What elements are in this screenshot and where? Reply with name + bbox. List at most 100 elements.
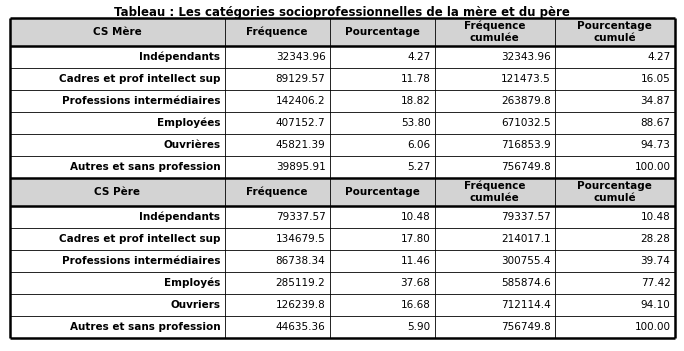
- Text: 44635.36: 44635.36: [276, 322, 326, 332]
- Text: Pourcentage: Pourcentage: [345, 27, 419, 37]
- Bar: [330, 316, 434, 338]
- Bar: [555, 134, 674, 156]
- Text: 10.48: 10.48: [641, 212, 670, 222]
- Text: Cadres et prof intellect sup: Cadres et prof intellect sup: [59, 234, 220, 244]
- Text: 716853.9: 716853.9: [501, 140, 551, 150]
- Bar: [10, 112, 224, 134]
- Bar: [10, 178, 224, 206]
- Text: Ouvriers: Ouvriers: [170, 300, 220, 310]
- Bar: [555, 90, 674, 112]
- Bar: [224, 206, 330, 228]
- Bar: [330, 68, 434, 90]
- Text: 142406.2: 142406.2: [276, 96, 326, 106]
- Text: 6.06: 6.06: [408, 140, 430, 150]
- Text: 16.05: 16.05: [641, 74, 670, 84]
- Bar: [224, 90, 330, 112]
- Bar: [224, 316, 330, 338]
- Bar: [434, 294, 555, 316]
- Text: 263879.8: 263879.8: [501, 96, 551, 106]
- Bar: [10, 68, 224, 90]
- Bar: [330, 250, 434, 272]
- Text: Employés: Employés: [164, 278, 220, 288]
- Bar: [224, 272, 330, 294]
- Bar: [434, 18, 555, 46]
- Bar: [555, 272, 674, 294]
- Bar: [224, 18, 330, 46]
- Text: 407152.7: 407152.7: [276, 118, 326, 128]
- Bar: [330, 18, 434, 46]
- Text: 32343.96: 32343.96: [276, 52, 326, 62]
- Bar: [10, 46, 224, 68]
- Text: 45821.39: 45821.39: [276, 140, 326, 150]
- Text: 11.78: 11.78: [401, 74, 430, 84]
- Text: CS Père: CS Père: [94, 187, 140, 197]
- Bar: [10, 18, 224, 46]
- Bar: [224, 112, 330, 134]
- Text: 86738.34: 86738.34: [276, 256, 326, 266]
- Text: 671032.5: 671032.5: [501, 118, 551, 128]
- Bar: [224, 250, 330, 272]
- Text: 5.27: 5.27: [407, 162, 430, 172]
- Bar: [10, 294, 224, 316]
- Bar: [555, 46, 674, 68]
- Text: 88.67: 88.67: [641, 118, 670, 128]
- Bar: [555, 18, 674, 46]
- Bar: [330, 134, 434, 156]
- Bar: [434, 178, 555, 206]
- Text: 756749.8: 756749.8: [501, 322, 551, 332]
- Bar: [434, 90, 555, 112]
- Bar: [434, 134, 555, 156]
- Text: 53.80: 53.80: [401, 118, 430, 128]
- Text: Professions intermédiaires: Professions intermédiaires: [62, 96, 220, 106]
- Bar: [555, 156, 674, 178]
- Text: 121473.5: 121473.5: [501, 74, 551, 84]
- Text: Fréquence
cumulée: Fréquence cumulée: [464, 21, 525, 43]
- Bar: [555, 112, 674, 134]
- Bar: [10, 316, 224, 338]
- Text: 100.00: 100.00: [635, 162, 670, 172]
- Text: 94.10: 94.10: [641, 300, 670, 310]
- Bar: [224, 178, 330, 206]
- Bar: [224, 134, 330, 156]
- Text: Indépendants: Indépendants: [140, 52, 220, 62]
- Bar: [10, 156, 224, 178]
- Text: Professions intermédiaires: Professions intermédiaires: [62, 256, 220, 266]
- Text: 5.90: 5.90: [408, 322, 430, 332]
- Text: Ouvrières: Ouvrières: [163, 140, 220, 150]
- Text: 4.27: 4.27: [647, 52, 670, 62]
- Bar: [434, 250, 555, 272]
- Text: 79337.57: 79337.57: [501, 212, 551, 222]
- Text: Fréquence: Fréquence: [246, 27, 308, 37]
- Bar: [434, 68, 555, 90]
- Text: Fréquence: Fréquence: [246, 187, 308, 197]
- Bar: [555, 250, 674, 272]
- Text: Employées: Employées: [157, 118, 220, 128]
- Text: 285119.2: 285119.2: [276, 278, 326, 288]
- Text: 585874.6: 585874.6: [501, 278, 551, 288]
- Bar: [10, 250, 224, 272]
- Bar: [224, 46, 330, 68]
- Bar: [330, 178, 434, 206]
- Bar: [224, 68, 330, 90]
- Text: 28.28: 28.28: [641, 234, 670, 244]
- Bar: [555, 316, 674, 338]
- Bar: [330, 294, 434, 316]
- Bar: [555, 294, 674, 316]
- Text: 32343.96: 32343.96: [501, 52, 551, 62]
- Text: Pourcentage: Pourcentage: [345, 187, 419, 197]
- Text: Autres et sans profession: Autres et sans profession: [70, 322, 220, 332]
- Text: 100.00: 100.00: [635, 322, 670, 332]
- Text: Indépendants: Indépendants: [140, 212, 220, 222]
- Text: Fréquence
cumulée: Fréquence cumulée: [464, 181, 525, 203]
- Bar: [10, 134, 224, 156]
- Text: Autres et sans profession: Autres et sans profession: [70, 162, 220, 172]
- Bar: [434, 156, 555, 178]
- Bar: [10, 90, 224, 112]
- Text: Pourcentage
cumulé: Pourcentage cumulé: [577, 21, 652, 43]
- Text: 18.82: 18.82: [401, 96, 430, 106]
- Bar: [434, 46, 555, 68]
- Text: CS Mère: CS Mère: [92, 27, 142, 37]
- Bar: [10, 272, 224, 294]
- Text: 39895.91: 39895.91: [276, 162, 326, 172]
- Bar: [555, 228, 674, 250]
